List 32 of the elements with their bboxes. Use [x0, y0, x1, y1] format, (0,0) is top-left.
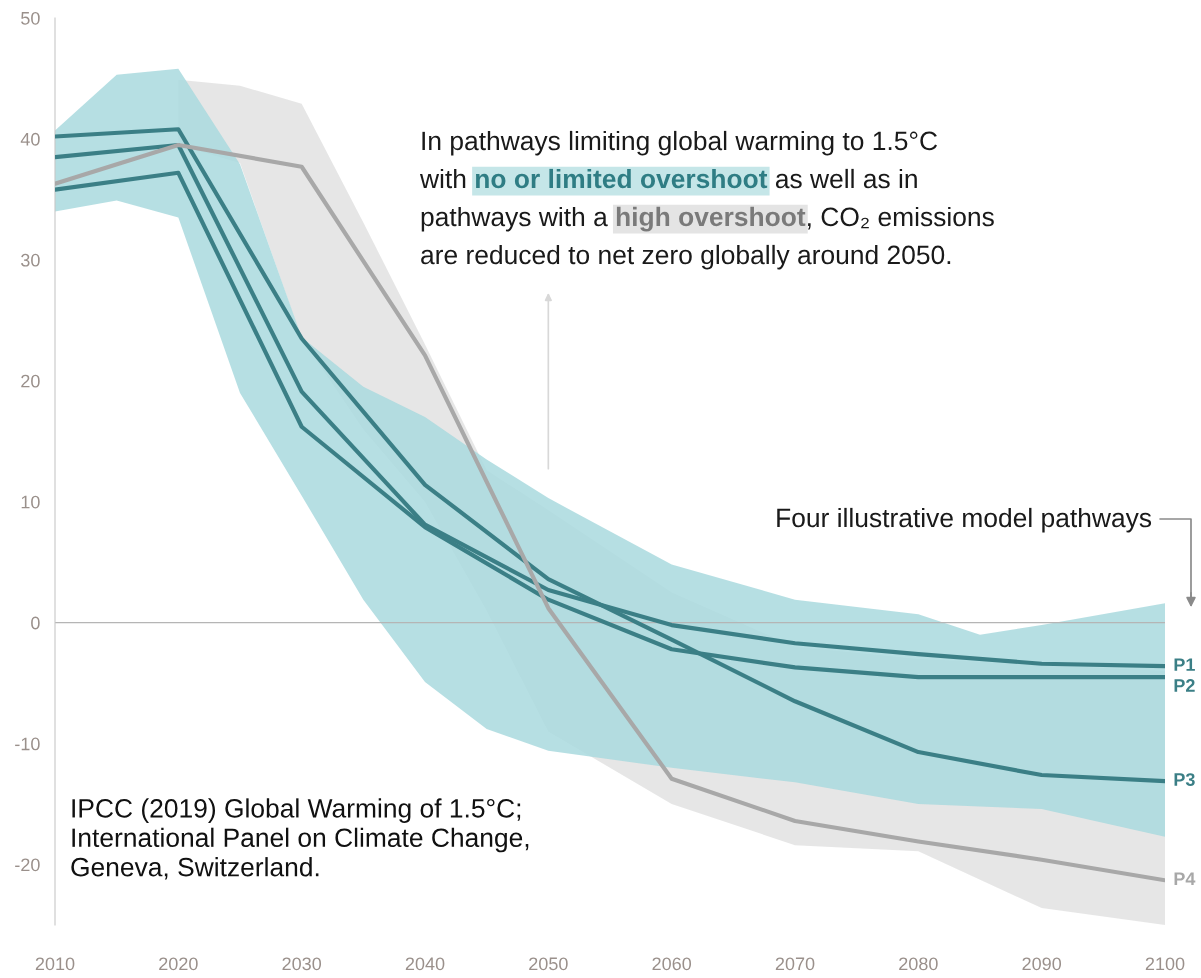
- x-tick-label: 2060: [652, 957, 692, 971]
- x-tick-label: 2040: [405, 957, 445, 971]
- series-label: P3: [1174, 773, 1195, 786]
- annotation: as well as in: [775, 168, 917, 189]
- y-tick-label: 50: [21, 11, 40, 25]
- series-label: P2: [1174, 679, 1195, 692]
- x-tick-label: 2090: [1022, 957, 1062, 971]
- annotation: , CO₂ emissions: [808, 206, 994, 230]
- y-tick-label: 0: [31, 616, 40, 630]
- series-label: P4: [1174, 872, 1196, 885]
- y-tick-label: -20: [15, 858, 40, 872]
- x-tick-label: 2050: [529, 957, 568, 971]
- x-tick-label: 2080: [899, 957, 938, 971]
- annotation: are reduced to net zero globally around 2050.: [421, 244, 951, 270]
- annotation: Four illustrative model pathways: [777, 507, 1152, 533]
- annotation: no or limited overshoot: [476, 168, 768, 189]
- series-label: P1: [1174, 658, 1195, 671]
- x-tick-label: 2100: [1145, 957, 1185, 971]
- y-tick-label: -10: [15, 737, 40, 751]
- x-tick-label: 2070: [775, 957, 815, 971]
- y-tick-label: 10: [21, 495, 40, 509]
- annotation: IPCC (2019) Global Warming of 1.5°C; International Panel on Climate Change, Geneva, Switzerland.: [71, 798, 529, 880]
- annotation: with: [419, 168, 466, 189]
- x-tick-label: 2010: [35, 957, 75, 971]
- x-tick-label: 2030: [282, 957, 322, 971]
- y-tick-label: 30: [21, 253, 40, 267]
- y-tick-label: 20: [21, 374, 40, 388]
- x-tick-label: 2020: [159, 957, 198, 971]
- annotation: pathways with a: [421, 206, 608, 232]
- annotation: high overshoot: [616, 206, 806, 232]
- annotation: In pathways limiting global warming to 1.5°C: [422, 130, 938, 156]
- y-tick-label: 40: [20, 132, 40, 146]
